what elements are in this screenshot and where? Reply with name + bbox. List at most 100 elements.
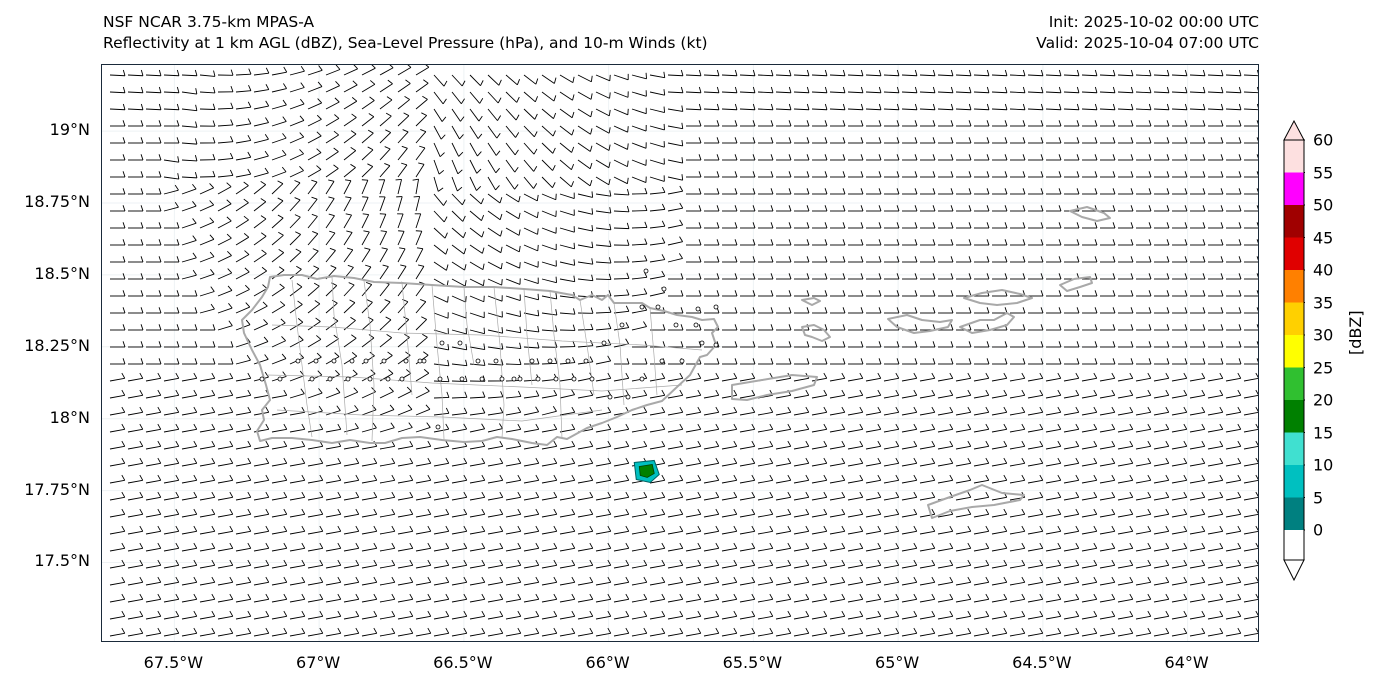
wind-barb (1045, 491, 1062, 501)
wind-barb (775, 457, 792, 467)
wind-barb (686, 324, 702, 331)
wind-barb (469, 327, 486, 335)
wind-barb (703, 627, 720, 637)
wind-barb (901, 627, 918, 637)
wind-barb (1100, 324, 1116, 331)
wind-barb (397, 508, 414, 518)
wind-barb (271, 149, 287, 161)
wind-barb (595, 108, 611, 117)
wind-barb (127, 440, 144, 450)
wind-barb (812, 120, 828, 127)
wind-barb (487, 261, 503, 270)
wind-barb (379, 281, 390, 297)
wind-barb (992, 307, 1008, 314)
wind-barb (775, 559, 792, 569)
wind-barb (199, 269, 215, 280)
wind-barb (253, 610, 270, 620)
wind-barb (217, 457, 234, 467)
wind-barb (1027, 86, 1044, 94)
wind-barb (541, 125, 556, 137)
wind-barb (848, 341, 864, 348)
wind-barb (667, 610, 684, 620)
wind-barb (1243, 542, 1258, 552)
wind-barb (415, 79, 429, 93)
wind-barb (145, 559, 162, 569)
wind-barb (289, 180, 301, 195)
wind-barb (343, 610, 360, 620)
colorbar-tick-label: 15 (1313, 423, 1334, 442)
wind-barb (776, 239, 792, 246)
wind-barb (667, 576, 684, 586)
wind-barb (163, 184, 179, 195)
st-thomas-coast (887, 314, 953, 334)
wind-barb (775, 491, 792, 501)
wind-barb (523, 293, 539, 301)
wind-barb (325, 147, 339, 161)
wind-barb (919, 491, 936, 501)
wind-barb (956, 324, 972, 331)
wind-barb (1172, 205, 1188, 212)
wind-barb (343, 147, 357, 161)
wind-barb (901, 542, 918, 552)
wind-barb (109, 423, 126, 433)
wind-barb (253, 181, 267, 195)
wind-barb (1064, 256, 1080, 263)
wind-barb (289, 231, 301, 246)
wind-barb (289, 525, 306, 535)
wind-barb (794, 188, 810, 195)
wind-barb (433, 576, 450, 586)
wind-barb (938, 120, 954, 127)
reflectivity-cell (633, 459, 660, 484)
wind-barb (451, 559, 468, 569)
wind-barb (307, 179, 318, 195)
wind-barb (1207, 610, 1224, 620)
wind-barb (1100, 290, 1116, 297)
wind-barb (343, 163, 356, 178)
wind-barb (541, 593, 558, 603)
wind-barb (631, 372, 648, 382)
wind-barb (685, 372, 702, 382)
wind-barb (1117, 576, 1134, 586)
wind-barb (109, 491, 126, 501)
wind-barb (776, 120, 792, 127)
wind-barb (1154, 171, 1170, 178)
wind-barb (217, 440, 234, 450)
wind-barb (920, 256, 936, 263)
wind-barb (181, 474, 198, 484)
wind-barb (289, 627, 306, 637)
wind-barb (1028, 239, 1044, 246)
wind-barb (793, 542, 810, 552)
wind-barb (361, 196, 369, 212)
wind-barb (379, 457, 396, 467)
wind-barb (307, 98, 323, 110)
wind-barb (920, 324, 936, 331)
wind-barb (740, 188, 756, 195)
wind-barb (1063, 86, 1080, 94)
wind-barb (307, 457, 324, 467)
wind-barb (1027, 406, 1044, 416)
wind-barb (829, 559, 846, 569)
colorbar-tick-label: 10 (1313, 455, 1334, 475)
wind-barb (1118, 256, 1134, 263)
wind-barb (433, 91, 447, 105)
wind-barb (289, 197, 301, 212)
wind-barb (1081, 457, 1098, 467)
wind-barb (901, 576, 918, 586)
wind-barb (253, 406, 270, 416)
wind-barb (163, 593, 180, 603)
wind-barb (1243, 525, 1258, 535)
wind-barb (793, 491, 810, 501)
colorbar (1283, 120, 1305, 582)
wind-barb (1171, 508, 1188, 518)
wind-barb (613, 91, 629, 98)
wind-barb (685, 103, 702, 111)
wind-barb (1244, 273, 1258, 280)
wind-barb (1244, 205, 1258, 212)
wind-barb (937, 406, 954, 416)
wind-barb (758, 171, 774, 178)
wind-barb (397, 316, 410, 331)
wind-barb (793, 508, 810, 518)
wind-barb (740, 222, 756, 229)
wind-barb (1190, 358, 1206, 365)
wind-barb (668, 290, 684, 297)
